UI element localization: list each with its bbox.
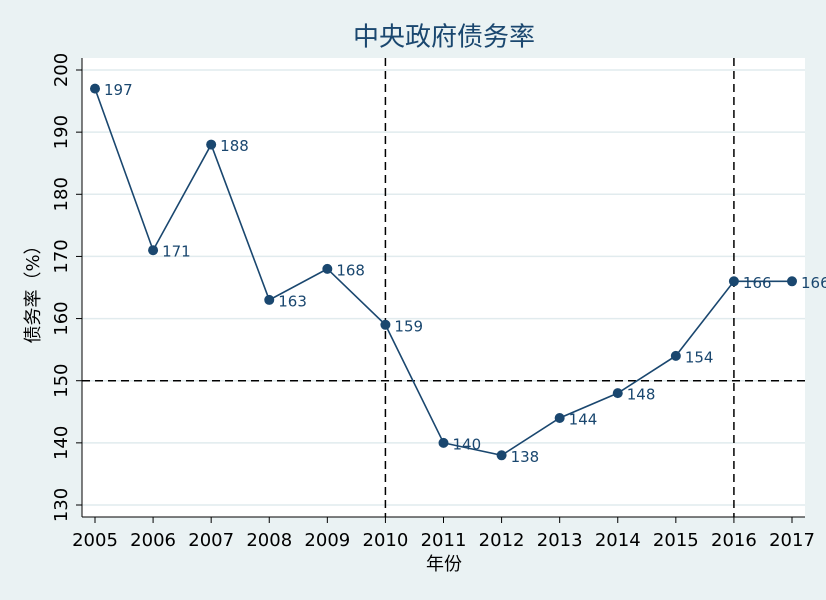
x-tick-label: 2017: [769, 530, 815, 551]
data-label: 163: [278, 292, 307, 310]
data-label: 171: [162, 243, 191, 261]
x-tick-label: 2013: [537, 530, 583, 551]
x-tick-label: 2015: [653, 530, 699, 551]
x-tick-label: 2009: [304, 530, 350, 551]
data-label: 138: [511, 448, 540, 466]
data-label: 166: [801, 274, 826, 292]
x-tick-label: 2007: [188, 530, 234, 551]
data-point: [380, 319, 391, 330]
x-tick-label: 2008: [246, 530, 292, 551]
data-point: [438, 437, 449, 448]
data-point: [612, 388, 623, 399]
x-tick-label: 2005: [72, 530, 118, 551]
y-tick-label: 200: [51, 53, 72, 87]
x-tick-label: 2010: [363, 530, 409, 551]
data-point: [670, 350, 681, 361]
x-tick-label: 2011: [421, 530, 467, 551]
y-tick-label: 190: [51, 115, 72, 149]
data-label: 140: [453, 435, 482, 453]
x-tick-label: 2012: [479, 530, 525, 551]
data-label: 148: [627, 386, 656, 404]
data-point: [206, 139, 217, 150]
data-label: 188: [220, 137, 249, 155]
y-tick-label: 160: [51, 301, 72, 335]
y-tick-label: 140: [51, 426, 72, 460]
data-point: [496, 450, 507, 461]
data-label: 154: [685, 348, 714, 366]
y-tick-label: 180: [51, 177, 72, 211]
data-label: 166: [743, 274, 772, 292]
x-tick-label: 2006: [130, 530, 176, 551]
y-tick-label: 130: [51, 488, 72, 522]
x-axis-title: 年份: [426, 554, 462, 575]
data-point: [728, 276, 739, 287]
y-tick-label: 150: [51, 364, 72, 398]
data-point: [148, 245, 159, 256]
chart-title: 中央政府债务率: [353, 23, 535, 53]
x-tick-label: 2016: [711, 530, 757, 551]
y-axis-title: 债务率（%）: [23, 236, 44, 343]
data-label: 197: [104, 81, 133, 99]
data-label: 144: [569, 411, 598, 429]
data-point: [264, 294, 275, 305]
data-label: 168: [336, 261, 365, 279]
y-tick-label: 170: [51, 239, 72, 273]
data-point: [554, 413, 565, 423]
data-point: [90, 83, 100, 94]
plot-area: [82, 58, 805, 517]
data-point: [322, 263, 333, 274]
data-point: [787, 276, 797, 287]
x-tick-label: 2014: [595, 530, 641, 551]
data-label: 159: [394, 317, 423, 335]
